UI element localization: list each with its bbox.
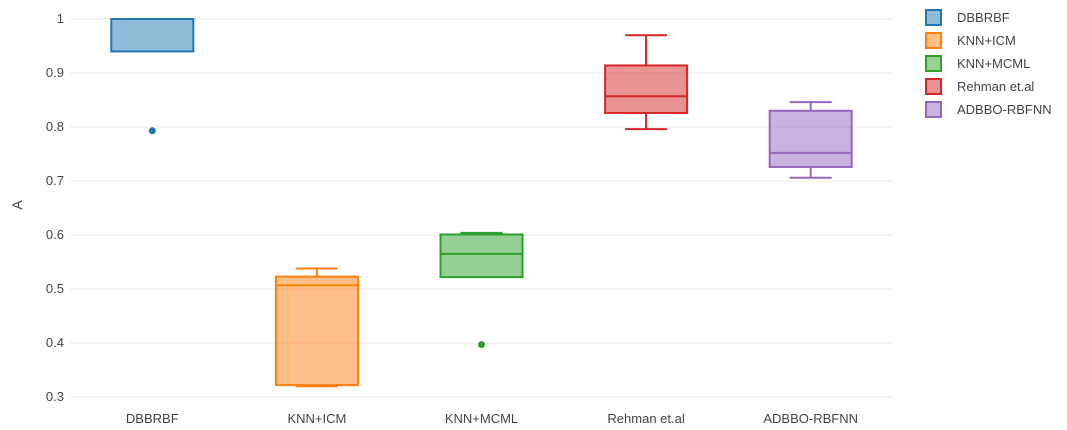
outlier-point bbox=[478, 341, 485, 349]
legend-label: KNN+MCML bbox=[957, 56, 1030, 71]
box-body bbox=[274, 275, 359, 387]
legend-label: KNN+ICM bbox=[957, 33, 1016, 48]
x-tick-label: ADBBO-RBFNN bbox=[763, 411, 858, 426]
outlier-point bbox=[148, 127, 156, 135]
legend-swatch bbox=[925, 9, 942, 26]
y-tick-label: 0.8 bbox=[46, 119, 64, 134]
boxes bbox=[110, 18, 853, 388]
x-tick-label: Rehman et.al bbox=[607, 411, 684, 426]
legend-label: Rehman et.al bbox=[957, 79, 1034, 94]
box-adbbo-rbfnn bbox=[768, 101, 853, 179]
legend-label: ADBBO-RBFNN bbox=[957, 102, 1052, 117]
y-tick-label: 0.4 bbox=[46, 335, 64, 350]
legend-swatch bbox=[925, 101, 942, 118]
legend-swatch bbox=[925, 55, 942, 72]
y-tick-label: 0.3 bbox=[46, 389, 64, 404]
legend-swatch bbox=[925, 32, 942, 49]
y-axis-ticks: 0.3 0.4 0.5 0.6 0.7 0.8 0.9 1 bbox=[46, 11, 64, 404]
x-axis-ticks: DBBRBF KNN+ICM KNN+MCML Rehman et.al ADBBO-R… bbox=[126, 411, 858, 426]
y-axis-title: A bbox=[9, 200, 25, 210]
box-knn-mcml bbox=[439, 231, 524, 349]
legend-item-rehman-et-al[interactable]: Rehman et.al bbox=[925, 78, 1034, 95]
legend-swatch bbox=[925, 78, 942, 95]
box-body bbox=[604, 64, 689, 114]
legend-item-knn-mcml[interactable]: KNN+MCML bbox=[925, 55, 1030, 72]
box-body bbox=[439, 233, 524, 279]
x-tick-label: KNN+MCML bbox=[445, 411, 518, 426]
y-tick-label: 0.7 bbox=[46, 173, 64, 188]
x-tick-label: KNN+ICM bbox=[287, 411, 346, 426]
x-tick-label: DBBRBF bbox=[126, 411, 179, 426]
y-tick-label: 0.5 bbox=[46, 281, 64, 296]
box-rehman-et-al bbox=[604, 34, 689, 131]
y-tick-label: 0.9 bbox=[46, 65, 64, 80]
box-body bbox=[768, 109, 853, 168]
legend[interactable]: DBBRBF KNN+ICM KNN+MCML Rehman et.al ADBBO-R… bbox=[925, 9, 1052, 118]
legend-item-adbbo-rbfnn[interactable]: ADBBO-RBFNN bbox=[925, 101, 1052, 118]
y-tick-label: 1 bbox=[57, 11, 64, 26]
grid-lines bbox=[70, 18, 893, 398]
y-tick-label: 0.6 bbox=[46, 227, 64, 242]
box-body bbox=[110, 18, 195, 53]
box-dbbrbf bbox=[110, 18, 195, 135]
box-knn-icm bbox=[274, 267, 359, 388]
legend-label: DBBRBF bbox=[957, 10, 1010, 25]
legend-item-dbbrbf[interactable]: DBBRBF bbox=[925, 9, 1010, 26]
legend-item-knn-icm[interactable]: KNN+ICM bbox=[925, 32, 1016, 49]
